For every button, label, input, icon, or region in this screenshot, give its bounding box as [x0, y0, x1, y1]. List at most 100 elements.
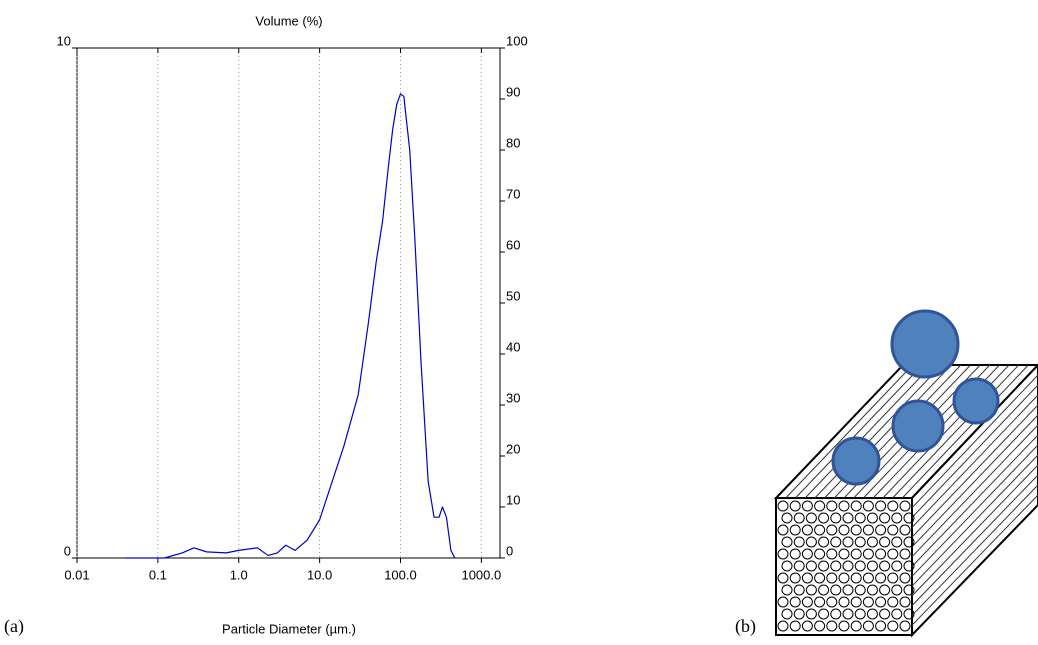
- pore: [854, 536, 866, 548]
- hatch-line: [911, 374, 1038, 509]
- pore: [789, 572, 801, 584]
- hatch-line: [785, 364, 914, 499]
- pore: [838, 548, 850, 560]
- pore: [850, 500, 862, 512]
- hatch-line: [804, 364, 933, 499]
- pore: [875, 572, 887, 584]
- hatch-line: [911, 384, 1038, 518]
- pore: [814, 548, 826, 560]
- pore: [879, 536, 891, 548]
- pore: [793, 584, 805, 596]
- pore: [891, 560, 903, 572]
- pore: [789, 620, 801, 632]
- chart-title: Volume (%): [255, 13, 322, 28]
- pore: [777, 620, 789, 632]
- pore: [903, 560, 915, 572]
- pore: [850, 596, 862, 608]
- pore: [887, 620, 899, 632]
- pore: [862, 500, 874, 512]
- pore: [777, 524, 789, 536]
- hatch-line: [911, 444, 1038, 577]
- y2-tick-label: 50: [506, 288, 520, 303]
- y-tick-label: 10: [57, 33, 71, 48]
- pore: [830, 560, 842, 572]
- hatch-line: [911, 434, 1038, 567]
- hatch-line: [911, 424, 1038, 558]
- pore: [862, 596, 874, 608]
- hatch-line: [911, 404, 1038, 538]
- pore: [879, 608, 891, 620]
- hatch-line: [911, 474, 1038, 606]
- pore: [818, 512, 830, 524]
- y2-tick-label: 60: [506, 237, 520, 252]
- pore: [818, 560, 830, 572]
- pore: [777, 548, 789, 560]
- pore: [801, 620, 813, 632]
- pore: [781, 560, 793, 572]
- pore: [862, 620, 874, 632]
- y2-tick-label: 80: [506, 135, 520, 150]
- pore: [899, 596, 911, 608]
- y2-tick-label: 100: [506, 33, 528, 48]
- hatch-line: [814, 364, 942, 499]
- pore: [866, 536, 878, 548]
- particle: [890, 309, 960, 379]
- pore: [879, 584, 891, 596]
- pore: [850, 524, 862, 536]
- pore: [862, 524, 874, 536]
- pore: [801, 524, 813, 536]
- pore: [814, 620, 826, 632]
- y2-tick-label: 10: [506, 492, 520, 507]
- pore: [903, 536, 915, 548]
- pore: [866, 584, 878, 596]
- pore: [879, 512, 891, 524]
- pore: [866, 512, 878, 524]
- hatch-line: [911, 464, 1038, 597]
- pore: [891, 608, 903, 620]
- pore: [875, 500, 887, 512]
- y-tick-label: 0: [64, 543, 71, 558]
- x-tick-label: 1.0: [230, 567, 248, 582]
- pore: [887, 500, 899, 512]
- pore: [830, 512, 842, 524]
- pore: [891, 536, 903, 548]
- pore: [850, 548, 862, 560]
- panel-label: (a): [4, 616, 24, 637]
- pore: [826, 524, 838, 536]
- data-line: [125, 93, 456, 559]
- pore: [818, 536, 830, 548]
- particle: [831, 436, 881, 486]
- pore: [826, 572, 838, 584]
- pore: [842, 584, 854, 596]
- pore: [903, 584, 915, 596]
- y2-tick-label: 40: [506, 339, 520, 354]
- pore: [789, 500, 801, 512]
- pore: [866, 560, 878, 572]
- pore: [793, 536, 805, 548]
- pore: [838, 620, 850, 632]
- pore: [826, 548, 838, 560]
- pore: [850, 572, 862, 584]
- pore: [842, 512, 854, 524]
- pore: [793, 608, 805, 620]
- pore: [875, 620, 887, 632]
- pore: [814, 500, 826, 512]
- pore: [842, 536, 854, 548]
- pore: [838, 596, 850, 608]
- pore: [899, 572, 911, 584]
- pore: [826, 620, 838, 632]
- pore: [789, 524, 801, 536]
- pore: [814, 524, 826, 536]
- pore: [899, 548, 911, 560]
- pore: [862, 548, 874, 560]
- pore: [854, 608, 866, 620]
- pore: [887, 524, 899, 536]
- pore: [854, 560, 866, 572]
- pore: [838, 572, 850, 584]
- pore: [899, 500, 911, 512]
- pore: [777, 500, 789, 512]
- pore: [801, 596, 813, 608]
- particle: [952, 377, 1000, 425]
- hatch-line: [911, 494, 1038, 626]
